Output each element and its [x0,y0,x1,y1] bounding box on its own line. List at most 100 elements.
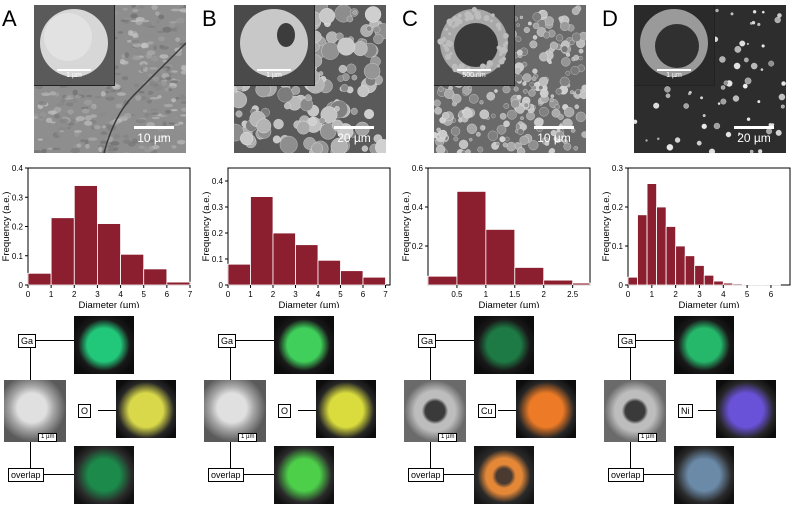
sem-particle [502,85,511,94]
main-scale-label: 10 µm [537,131,571,145]
inset-highlight [44,13,92,61]
sem-grain [158,135,168,139]
sem-grain [72,89,78,96]
sem-particle [496,124,507,135]
inset-grain [502,43,507,47]
sem-grain [49,91,57,96]
y-tick-label: 0.3 [612,164,624,173]
inset-grain [483,15,490,21]
inset-grain [448,23,453,27]
sem-grain [60,98,66,104]
sem-image: 1 µm 20 µm [634,5,786,153]
element-label-ga: Ga [618,334,637,348]
sem-grain [84,115,92,121]
sem-particle [523,102,529,108]
sem-grain [142,21,152,28]
sem-particle [477,146,484,153]
sem-inset: 1 µm [34,5,115,86]
sem-grain [121,67,129,73]
sem-particle [573,54,580,61]
histogram-bar [317,259,341,286]
sem-grain [168,122,176,125]
sem-particle [361,145,369,152]
sem-grain [81,108,90,114]
sem-grain [120,60,129,65]
eds-map-group: 1 µm Ga Ni overlap [600,310,800,512]
sem-grain [158,70,165,74]
inset-grain [501,56,507,61]
y-tick-label: 0.3 [212,203,224,212]
main-scale-label: 20 µm [337,131,371,145]
sem-particle [434,99,441,107]
x-tick-label: 2.5 [567,290,579,299]
inset-grain [437,38,444,45]
sem-particle [573,145,579,151]
inset-scale-label: 1 µm [266,72,282,79]
sem-particle [775,129,782,136]
histogram-bar [627,276,638,286]
sem-particle [510,99,520,109]
sem-grain [146,99,153,104]
x-tick-label: 2 [673,290,678,299]
sem-grain [151,5,158,10]
inset-scale-label: 500 nm [462,72,486,79]
sem-particle [468,137,473,142]
sem-grain [159,54,169,59]
sem-grain [175,96,180,100]
sem-particle [513,86,519,92]
sem-grain [107,144,114,149]
sem-grain [170,8,181,12]
sem-particle [308,117,317,126]
sem-particle [719,56,726,63]
inset-scale-bar: 500 nm [434,69,514,79]
histogram-bar [272,232,296,286]
x-tick-label: 0 [26,290,31,299]
sem-grain [145,33,154,39]
histogram-bar [250,196,274,286]
sem-grain [124,52,130,58]
sem-grain [99,140,108,144]
sem-grain [105,90,110,94]
y-axis-label: Frequency (a.e.) [401,192,412,262]
sem-particle [734,45,742,53]
histogram-bar [703,274,715,286]
eds-sem-scale-label: 1 µm [38,433,58,442]
sem-image: 500 nm 10 µm [434,5,586,153]
sem-grain [170,109,178,112]
sem-grain [116,92,127,96]
sem-grain [38,101,48,106]
sem-grain [34,150,42,153]
sem-particle [516,94,522,100]
sem-grain [135,17,145,22]
sem-particle [366,25,373,32]
connector-second [498,410,516,411]
histogram-bar [694,265,705,286]
histogram: 0 1 2 3 4 5 6 0 0.1 0.2 0.3 Diameter (µm) Frequency … [601,164,791,308]
element-label-ga: Ga [18,334,37,348]
x-tick-label: 1.5 [509,290,521,299]
sem-crack [103,42,186,153]
histogram-bar [722,282,734,286]
sem-grain [140,63,147,69]
sem-particle [717,102,721,105]
histogram-bar [427,275,458,286]
x-tick-label: 3 [95,290,100,299]
sem-grain [147,90,154,95]
sem-particle [730,12,734,16]
eds-map-second [716,380,776,438]
sem-particle [674,137,681,143]
histogram-bar [362,276,386,286]
inset-grain [475,13,482,20]
sem-grain [164,76,172,81]
sem-grain [143,47,151,50]
connector-ga [430,340,474,341]
sem-grain [132,33,139,39]
sem-particle [752,10,757,14]
sem-particle [687,92,691,96]
sem-grain [112,146,119,152]
sem-grain [126,39,132,43]
sem-particle [723,80,729,86]
sem-particle [465,149,471,153]
x-tick-label: 7 [188,290,193,299]
sem-grain [105,96,115,101]
